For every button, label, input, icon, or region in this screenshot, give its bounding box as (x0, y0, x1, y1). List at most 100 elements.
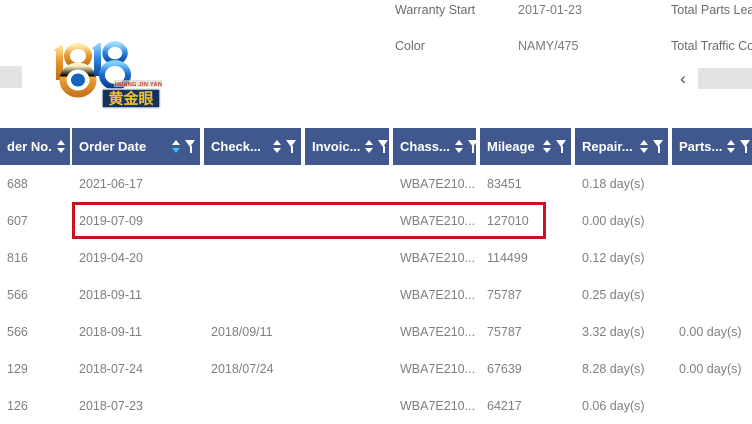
column-tools-order-no (57, 139, 70, 154)
cell-invoice (305, 202, 393, 239)
column-header-check[interactable]: Check... (204, 128, 301, 165)
cell-parts (672, 165, 752, 202)
cell-order-no: 566 (0, 313, 72, 350)
column-tools-repair (640, 139, 664, 154)
cell-order-no: 566 (0, 276, 72, 313)
cell-parts: 0.00 day(s) (672, 350, 752, 387)
cell-order-no: 607 (0, 202, 72, 239)
sort-icon[interactable] (727, 139, 736, 154)
cell-mileage: 67639 (480, 350, 575, 387)
cell-repair: 0.00 day(s) (575, 202, 672, 239)
column-tools-mileage (543, 139, 567, 154)
filter-icon[interactable] (556, 140, 567, 153)
cell-check: 2018/07/24 (204, 350, 305, 387)
column-header-repair-label: Repair... (582, 139, 633, 154)
table-row[interactable]: 129 2018-07-24 2018/07/24 WBA7E210... 67… (0, 350, 752, 387)
column-tools-check (273, 139, 297, 154)
cell-chassis: WBA7E210... (393, 165, 480, 202)
cell-invoice (305, 350, 393, 387)
sort-icon[interactable] (365, 139, 374, 154)
sort-icon[interactable] (273, 139, 282, 154)
table-row[interactable]: 126 2018-07-23 WBA7E210... 64217 0.06 da… (0, 387, 752, 424)
sort-icon-active[interactable] (172, 139, 181, 154)
color-value: NAMY/475 (518, 39, 578, 53)
svg-text:HUANG JIN YAN: HUANG JIN YAN (115, 82, 162, 88)
column-header-order-date[interactable]: Order Date (72, 128, 200, 165)
cell-repair: 3.32 day(s) (575, 313, 672, 350)
cell-order-date: 2019-07-09 (72, 202, 204, 239)
chevron-left-icon[interactable]: ‹ (676, 69, 690, 89)
column-header-order-date-label: Order Date (79, 139, 146, 154)
column-header-repair[interactable]: Repair... (575, 128, 668, 165)
cell-order-date: 2021-06-17 (72, 165, 204, 202)
color-label: Color (395, 39, 425, 53)
cell-mileage: 127010 (480, 202, 575, 239)
column-header-chassis[interactable]: Chass... (393, 128, 476, 165)
column-header-order-no-label: der No. (7, 139, 52, 154)
svg-text:黄金眼: 黄金眼 (108, 90, 153, 108)
cell-parts (672, 387, 752, 424)
cell-order-date: 2018-09-11 (72, 313, 204, 350)
cell-parts (672, 276, 752, 313)
cell-chassis: WBA7E210... (393, 350, 480, 387)
cell-mileage: 83451 (480, 165, 575, 202)
1818-huangjinyan-logo-watermark: HUANG JIN YAN 黄金眼 (44, 36, 176, 114)
cell-invoice (305, 276, 393, 313)
cell-mileage: 75787 (480, 313, 575, 350)
table-row[interactable]: 566 2018-09-11 WBA7E210... 75787 0.25 da… (0, 276, 752, 313)
pager-input[interactable] (698, 68, 752, 89)
table-row[interactable]: 688 2021-06-17 WBA7E210... 83451 0.18 da… (0, 165, 752, 202)
vehicle-detail-panel: Warranty Start 2017-01-23 Color NAMY/475… (0, 0, 752, 128)
filter-icon[interactable] (468, 140, 476, 153)
cell-order-no: 816 (0, 239, 72, 276)
table-header-row: der No. Order Date Check... Invoic... (0, 128, 752, 165)
filter-icon[interactable] (378, 140, 389, 153)
cell-chassis: WBA7E210... (393, 387, 480, 424)
repair-orders-table: der No. Order Date Check... Invoic... (0, 128, 752, 423)
logo-digit-1-orange (54, 45, 63, 80)
cell-order-date: 2019-04-20 (72, 239, 204, 276)
sort-icon[interactable] (543, 139, 552, 154)
column-header-parts-label: Parts... (679, 139, 722, 154)
pager: ‹ (676, 68, 752, 89)
cell-order-date: 2018-07-24 (72, 350, 204, 387)
cell-check (204, 202, 305, 239)
column-header-check-label: Check... (211, 139, 261, 154)
column-header-order-no[interactable]: der No. (0, 128, 70, 165)
table-row[interactable]: 816 2019-04-20 WBA7E210... 114499 0.12 d… (0, 239, 752, 276)
cell-chassis: WBA7E210... (393, 276, 480, 313)
sort-icon[interactable] (57, 139, 66, 154)
cell-repair: 0.12 day(s) (575, 239, 672, 276)
table-row[interactable]: 566 2018-09-11 2018/09/11 WBA7E210... 75… (0, 313, 752, 350)
cell-order-no: 688 (0, 165, 72, 202)
cell-check (204, 165, 305, 202)
cell-repair: 0.06 day(s) (575, 387, 672, 424)
cell-parts (672, 239, 752, 276)
column-header-parts[interactable]: Parts... (672, 128, 752, 165)
logo-digit-8-blue (102, 44, 128, 87)
column-tools-parts (727, 139, 751, 154)
cell-order-no: 126 (0, 387, 72, 424)
table-row[interactable]: 607 2019-07-09 WBA7E210... 127010 0.00 d… (0, 202, 752, 239)
column-header-mileage[interactable]: Mileage (480, 128, 571, 165)
table-body: 688 2021-06-17 WBA7E210... 83451 0.18 da… (0, 165, 752, 424)
cell-check (204, 239, 305, 276)
cell-mileage: 64217 (480, 387, 575, 424)
left-edge-field-clipped[interactable] (0, 66, 22, 88)
filter-icon[interactable] (185, 140, 196, 153)
cell-order-date: 2018-07-23 (72, 387, 204, 424)
column-header-invoice[interactable]: Invoic... (305, 128, 389, 165)
cell-parts: 0.00 day(s) (672, 313, 752, 350)
cell-check (204, 276, 305, 313)
cell-order-no: 129 (0, 350, 72, 387)
filter-icon[interactable] (740, 140, 751, 153)
column-tools-invoice (365, 139, 389, 154)
filter-icon[interactable] (653, 140, 664, 153)
cell-invoice (305, 239, 393, 276)
cell-check: 2018/09/11 (204, 313, 305, 350)
cell-repair: 0.18 day(s) (575, 165, 672, 202)
column-header-invoice-label: Invoic... (312, 139, 360, 154)
sort-icon[interactable] (455, 139, 464, 154)
sort-icon[interactable] (640, 139, 649, 154)
filter-icon[interactable] (286, 140, 297, 153)
